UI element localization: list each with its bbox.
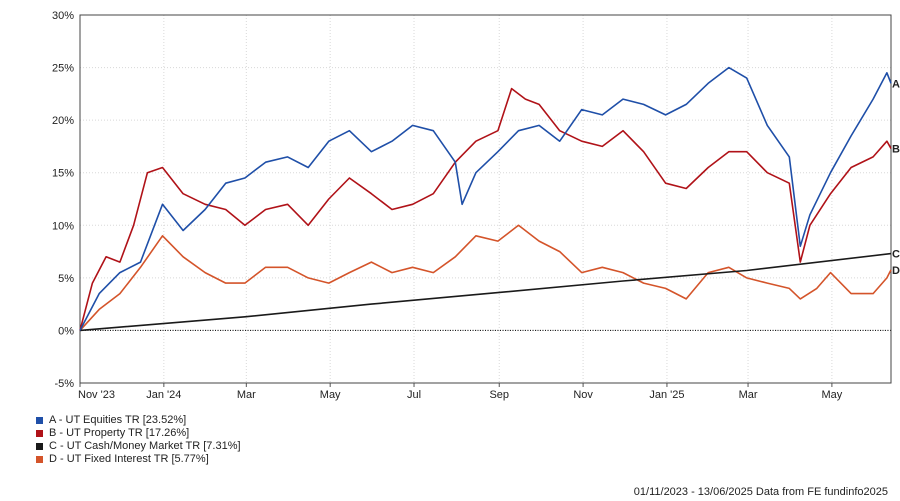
y-tick-label: 10%	[52, 220, 74, 232]
y-tick-label: -5%	[54, 378, 74, 390]
x-tick-label: Mar	[237, 389, 256, 401]
plot-frame	[79, 14, 892, 384]
y-tick-label: 20%	[52, 115, 74, 127]
legend-item-a[interactable]: A - UT Equities TR [23.52%]	[36, 414, 241, 427]
legend-item-b[interactable]: B - UT Property TR [17.26%]	[36, 427, 241, 440]
x-tick-label: Sep	[489, 389, 509, 401]
legend-swatch-b	[36, 430, 43, 437]
legend-label-d: D - UT Fixed Interest TR [5.77%]	[49, 453, 209, 465]
legend-label-b: B - UT Property TR [17.26%]	[49, 427, 190, 439]
x-tick-label: May	[822, 389, 843, 401]
end-label-b: B	[892, 144, 900, 156]
series-lines	[79, 66, 892, 332]
end-label-c: C	[892, 249, 900, 261]
axes: 30% 25% 20% 15% 10% 5% 0% -5% Nov '23 Jan '24 Mar M…	[52, 10, 892, 401]
x-tick-label: May	[320, 389, 341, 401]
series-line-b	[79, 87, 892, 331]
x-tick-label: Jul	[407, 389, 421, 401]
y-tick-label: 30%	[52, 10, 74, 22]
legend-swatch-c	[36, 443, 43, 450]
legend-label-a: A - UT Equities TR [23.52%]	[49, 414, 187, 426]
footer-source: 01/11/2023 - 13/06/2025 Data from FE fun…	[633, 486, 888, 498]
y-tick-label: 25%	[52, 63, 74, 75]
legend: A - UT Equities TR [23.52%] B - UT Prope…	[36, 414, 241, 466]
x-tick-label: Jan '25	[649, 389, 684, 401]
series-line-c	[79, 252, 892, 332]
legend-swatch-a	[36, 417, 43, 424]
legend-item-c[interactable]: C - UT Cash/Money Market TR [7.31%]	[36, 440, 241, 453]
end-label-d: D	[892, 265, 900, 277]
x-tick-label: Nov	[573, 389, 593, 401]
end-labels: A B CD	[892, 78, 900, 276]
y-tick-label: 5%	[58, 273, 74, 285]
x-tick-label: Nov '23	[78, 389, 115, 401]
legend-item-d[interactable]: D - UT Fixed Interest TR [5.77%]	[36, 453, 241, 466]
y-tick-label: 15%	[52, 168, 74, 180]
x-tick-label: Mar	[739, 389, 758, 401]
legend-label-c: C - UT Cash/Money Market TR [7.31%]	[49, 440, 241, 452]
end-label-a: A	[892, 78, 900, 90]
y-tick-label: 0%	[58, 325, 74, 337]
grid	[79, 14, 891, 384]
series-line-a	[79, 66, 892, 331]
legend-swatch-d	[36, 456, 43, 463]
x-tick-label: Jan '24	[146, 389, 181, 401]
series-line-d	[79, 224, 892, 331]
